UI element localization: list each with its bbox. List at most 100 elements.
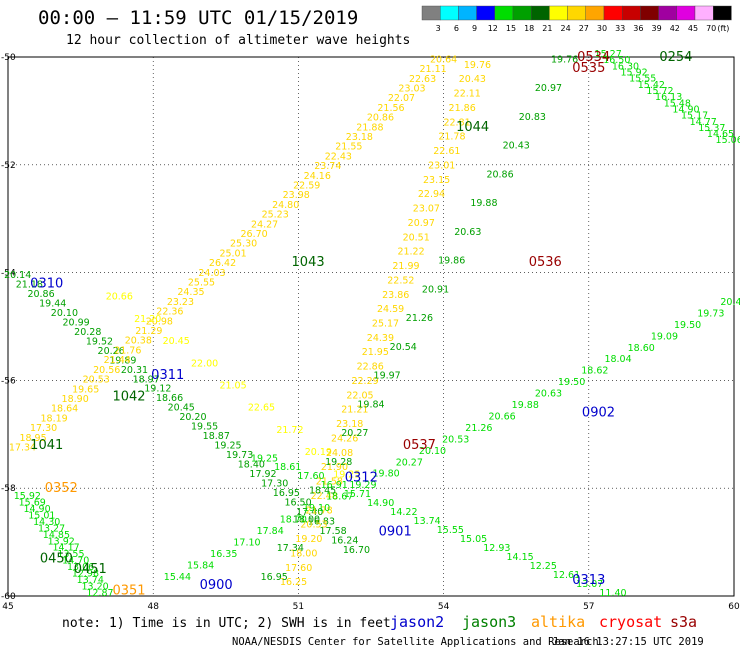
legend-swatch [421, 5, 441, 21]
legend-bin-label: 27 [579, 24, 589, 33]
wave-height-point: 14.70 [62, 556, 89, 567]
y-tick-label: -56 [1, 376, 16, 386]
pass-time-label: 1041 [30, 438, 63, 453]
legend-swatch [640, 5, 659, 21]
wave-height-point: 21.55 [335, 142, 362, 153]
pass-time-label: 1042 [112, 390, 145, 405]
wave-height-point: 19.25 [333, 469, 360, 480]
legend-bin-label: 15 [506, 24, 516, 33]
wave-height-point: 24.08 [326, 448, 353, 459]
wave-height-point: 22.48 [311, 491, 338, 502]
wave-height-point: 17.60 [297, 471, 324, 482]
wave-height-point: 19.80 [373, 469, 400, 480]
wave-height-point: 20.64 [430, 54, 457, 65]
x-tick-label: 51 [293, 602, 304, 612]
pass-time-label: 1044 [456, 120, 489, 135]
wave-height-point: 22.36 [156, 307, 183, 318]
wave-height-point: 23.07 [413, 204, 440, 215]
legend-bin-label: 24 [561, 24, 571, 33]
pass-time-label: 0901 [379, 524, 412, 539]
wave-height-point: 13.92 [48, 536, 75, 547]
legend-swatch [549, 5, 568, 21]
wave-height-point: 18.87 [203, 431, 230, 442]
wave-height-point: 21.11 [419, 64, 446, 75]
wave-height-point: 13.74 [77, 575, 104, 586]
wave-height-point: 23.18 [336, 419, 363, 430]
legend-swatch [713, 5, 732, 21]
legend-swatch [567, 5, 586, 21]
pass-time-label: 0313 [572, 573, 605, 588]
wave-height-point: 20.27 [396, 457, 423, 468]
legend-swatch [512, 5, 532, 21]
wave-height-point: 14.22 [390, 507, 417, 518]
pass-time-label: 0254 [659, 50, 692, 65]
wave-height-point: 21.44 [104, 355, 131, 366]
wave-height-point: 20.53 [300, 520, 327, 531]
wave-height-point: 20.54 [390, 342, 417, 353]
wave-height-point: 19.12 [144, 384, 171, 395]
wave-height-point: 15.55 [437, 525, 464, 536]
wave-height-point: 13.06 [67, 562, 94, 573]
wave-height-point: 18.95 [19, 433, 46, 444]
wave-height-point: 18.19 [40, 413, 67, 424]
wave-height-point: 15.72 [646, 86, 673, 97]
wave-height-point: 19.25 [214, 441, 241, 452]
pass-time-label: 0450 [40, 551, 73, 566]
wave-height-point: 22.59 [293, 181, 320, 192]
wave-height-point: 15.05 [460, 534, 487, 545]
wave-height-point: 19.10 [303, 503, 330, 514]
legend-swatch [658, 5, 677, 21]
legend-swatch [676, 5, 696, 21]
legend-bin-label: 39 [652, 24, 662, 33]
legend-bin-label: 70 [706, 24, 716, 33]
y-tick-label: -52 [1, 161, 16, 171]
wave-height-point: 12.87 [86, 588, 113, 599]
y-tick-label: -60 [1, 592, 16, 602]
wave-height-point: 20.41 [720, 297, 740, 308]
pass-time-label: 0536 [529, 255, 562, 270]
wave-height-point: 19.52 [86, 336, 113, 347]
wave-height-point: 19.25 [251, 453, 278, 464]
wave-height-point: 13.27 [38, 523, 65, 534]
legend-bin-label: 33 [615, 24, 625, 33]
y-tick-label: -58 [1, 484, 16, 494]
wave-height-point: 23.03 [398, 83, 425, 94]
wave-height-point: 24.59 [377, 304, 404, 315]
wave-height-point: 25.17 [372, 319, 399, 330]
pass-annotations: 0310 0311 0312 0901 0900 0902 0313 1041 1042 1043… [30, 50, 692, 599]
legend-bin-label: 9 [472, 24, 477, 33]
wave-height-point: 20.51 [403, 232, 430, 243]
wave-height-point: 20.91 [422, 284, 449, 295]
wave-height-point: 18.90 [62, 394, 89, 405]
satellite-jason2: jason2 [390, 613, 444, 631]
wave-height-point: 19.86 [438, 256, 465, 267]
wave-height-point: 21.56 [377, 103, 404, 114]
wave-height-point: 22.81 [443, 117, 470, 128]
footer-credit: NOAA/NESDIS Center for Satellite Applica… [232, 636, 599, 648]
wave-height-point: 18.97 [133, 374, 160, 385]
wave-height-point: 18.60 [628, 343, 655, 354]
wave-height-point: 16.50 [603, 55, 630, 66]
wave-height-point: 21.29 [135, 326, 162, 337]
wave-height-point: 14.77 [690, 117, 717, 128]
wave-height-point: 20.56 [93, 365, 120, 376]
y-tick-label: -50 [1, 53, 16, 63]
wave-height-point: 20.43 [503, 141, 530, 152]
wave-height-point: 21.88 [356, 122, 383, 133]
wave-height-point: 19.73 [226, 450, 253, 461]
wave-height-point: 21.05 [219, 380, 246, 391]
wave-height-point: 19.09 [651, 331, 678, 342]
wave-height-point: 21.26 [465, 423, 492, 434]
legend-swatch [603, 5, 623, 21]
legend-bin-label: 6 [454, 24, 459, 33]
wave-height-point: 20.14 [4, 270, 31, 281]
wave-height-point: 24.03 [198, 268, 225, 279]
wave-height-point: 15.44 [164, 572, 191, 583]
wave-height-point: 19.50 [674, 320, 701, 331]
wave-height-point: 20.26 [98, 346, 125, 357]
wave-height-point: 14.85 [43, 530, 70, 541]
axis-ticks: 45 48 51 54 57 60 -50 -52 -54 -56 -58 -60 [1, 53, 740, 612]
wave-height-point: 20.45 [163, 336, 190, 347]
wave-height-point: 21.21 [341, 405, 368, 416]
